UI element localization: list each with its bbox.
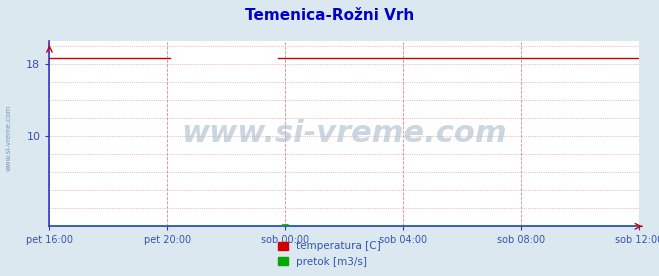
Text: Temenica-Rožni Vrh: Temenica-Rožni Vrh xyxy=(245,8,414,23)
Legend: temperatura [C], pretok [m3/s]: temperatura [C], pretok [m3/s] xyxy=(273,237,386,271)
Text: www.si-vreme.com: www.si-vreme.com xyxy=(5,105,12,171)
Text: www.si-vreme.com: www.si-vreme.com xyxy=(181,119,507,148)
